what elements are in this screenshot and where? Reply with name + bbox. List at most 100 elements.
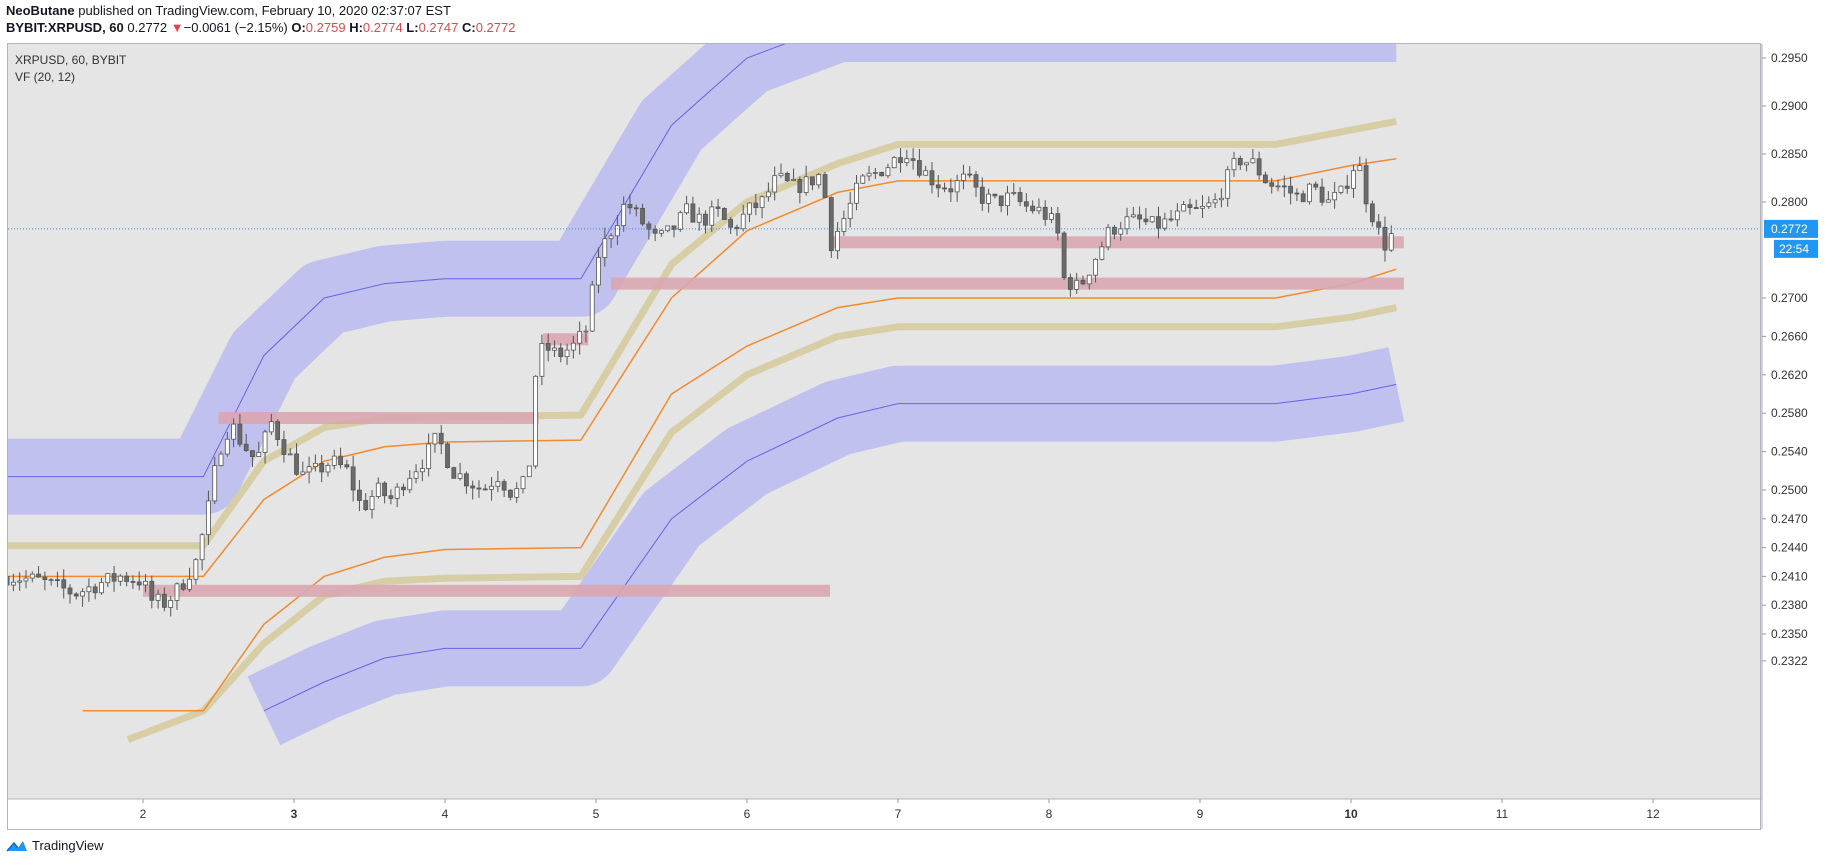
last-price: 0.2772 bbox=[127, 20, 168, 35]
candle-up bbox=[407, 477, 413, 491]
candle-down bbox=[237, 423, 243, 445]
candle-down bbox=[1263, 174, 1268, 184]
candle-up bbox=[105, 573, 111, 584]
candle-down bbox=[294, 453, 299, 475]
candle-up bbox=[514, 488, 520, 498]
candle-down bbox=[149, 580, 155, 601]
candle-up bbox=[1357, 165, 1363, 172]
plot-area bbox=[8, 44, 1405, 746]
price-tick-label: 0.2620 bbox=[1771, 368, 1808, 382]
candle-up bbox=[765, 191, 771, 198]
candle-down bbox=[753, 202, 759, 209]
zone-0 bbox=[218, 412, 539, 424]
candle-up bbox=[224, 438, 230, 455]
candle-down bbox=[734, 226, 740, 230]
candle-down bbox=[898, 157, 903, 164]
candle-up bbox=[168, 600, 174, 608]
candle-up bbox=[866, 172, 872, 177]
candle-down bbox=[1269, 182, 1275, 187]
candle-up bbox=[187, 578, 192, 590]
price-tick-label: 0.2322 bbox=[1771, 654, 1808, 668]
countdown-badge bbox=[1774, 239, 1818, 258]
candle-down bbox=[942, 187, 947, 190]
price-tick-label: 0.2950 bbox=[1771, 51, 1808, 65]
candle-down bbox=[281, 439, 287, 455]
last-price-badge bbox=[1764, 219, 1818, 238]
time-tick-label: 3 bbox=[291, 807, 298, 821]
candle-up bbox=[10, 581, 16, 586]
candle-down bbox=[703, 213, 708, 226]
candle-up bbox=[1105, 226, 1111, 248]
candle-down bbox=[627, 204, 633, 209]
price-tick-label: 0.2850 bbox=[1771, 147, 1808, 161]
price-tick-label: 0.2440 bbox=[1771, 541, 1808, 555]
candle-down bbox=[1017, 192, 1023, 203]
candle-up bbox=[1212, 199, 1218, 204]
candle-up bbox=[1099, 246, 1105, 260]
candle-down bbox=[916, 160, 922, 176]
candle-up bbox=[1181, 204, 1187, 212]
price-tick-label: 0.2700 bbox=[1771, 291, 1808, 305]
candle-down bbox=[451, 467, 457, 479]
price-tick-label: 0.2660 bbox=[1771, 329, 1808, 343]
time-tick-label: 6 bbox=[744, 807, 751, 821]
high-value: 0.2774 bbox=[362, 20, 403, 35]
candle-down bbox=[1187, 204, 1193, 208]
price-tick-label: 0.2410 bbox=[1771, 569, 1808, 583]
candle-up bbox=[860, 175, 866, 184]
low-value: 0.2747 bbox=[418, 20, 459, 35]
candle-down bbox=[501, 481, 507, 491]
candle-down bbox=[1168, 218, 1174, 221]
candle-up bbox=[23, 577, 29, 582]
candle-up bbox=[986, 193, 991, 204]
candle-down bbox=[338, 455, 343, 466]
candle-up bbox=[1149, 216, 1155, 223]
candle-down bbox=[73, 593, 79, 597]
candle-up bbox=[954, 180, 960, 193]
candle-up bbox=[206, 500, 211, 536]
candle-up bbox=[961, 173, 966, 181]
candle-up bbox=[1118, 228, 1124, 235]
candle-down bbox=[470, 485, 476, 489]
candle-up bbox=[583, 330, 589, 333]
candle-up bbox=[432, 432, 438, 445]
candle-down bbox=[640, 207, 645, 225]
candle-down bbox=[1382, 226, 1388, 251]
candle-up bbox=[394, 486, 400, 499]
candle-up bbox=[772, 175, 778, 193]
candle-down bbox=[1112, 226, 1117, 235]
candle-up bbox=[589, 284, 595, 332]
time-tick-label: 5 bbox=[593, 807, 600, 821]
candle-up bbox=[577, 330, 583, 344]
candle-up bbox=[268, 421, 274, 433]
candle-down bbox=[161, 593, 167, 608]
candle-down bbox=[463, 473, 469, 487]
candle-down bbox=[1237, 158, 1243, 166]
candle-up bbox=[1174, 210, 1180, 221]
candle-down bbox=[350, 466, 356, 491]
candle-down bbox=[363, 500, 369, 510]
candle-up bbox=[495, 481, 501, 487]
candle-down bbox=[1156, 216, 1161, 229]
candle-up bbox=[854, 182, 859, 204]
candle-down bbox=[136, 581, 142, 586]
candle-up bbox=[614, 225, 620, 237]
candle-down bbox=[973, 174, 979, 188]
candle-up bbox=[1011, 192, 1017, 194]
candle-down bbox=[401, 486, 406, 491]
candle-down bbox=[42, 576, 48, 581]
candle-up bbox=[1049, 213, 1054, 220]
candle-down bbox=[822, 174, 828, 198]
candle-down bbox=[1300, 193, 1306, 203]
footer-brand[interactable]: TradingView bbox=[32, 838, 104, 853]
author-name[interactable]: NeoButane bbox=[6, 3, 75, 18]
vf-upper-orange-line bbox=[8, 158, 1397, 578]
candle-up bbox=[747, 202, 752, 215]
ohlc-line: BYBIT:XRPUSD, 60 0.2772 ▼−0.0061 (−2.15%… bbox=[6, 20, 515, 35]
candle-down bbox=[1376, 221, 1382, 228]
legend-indicator[interactable]: VF (20, 12) bbox=[15, 70, 76, 84]
candle-up bbox=[659, 230, 664, 234]
candle-up bbox=[143, 580, 148, 586]
candle-up bbox=[1388, 233, 1394, 251]
